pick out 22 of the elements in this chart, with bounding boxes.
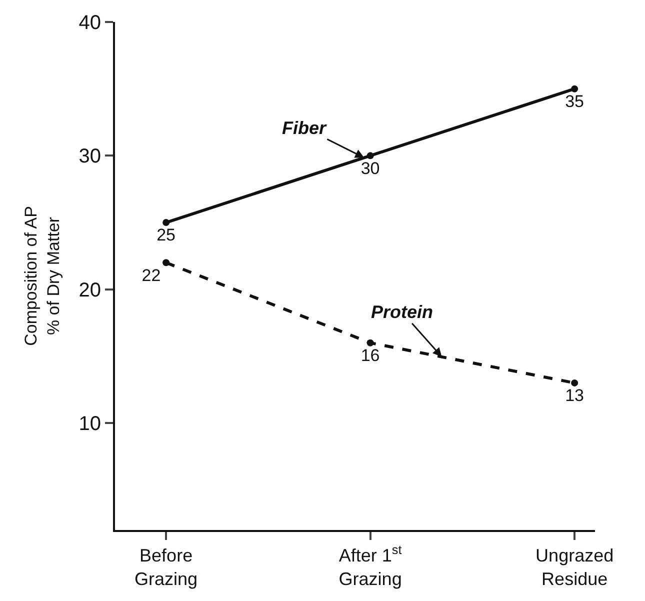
data-label: 16: [360, 346, 380, 365]
data-label: 35: [565, 92, 584, 111]
series-label: Protein: [371, 302, 434, 322]
y-tick-label: 30: [78, 146, 101, 168]
y-tick-label: 20: [78, 279, 101, 302]
point: [571, 379, 578, 386]
y-axis-title: Composition of AP % of Dry Matter: [22, 206, 63, 346]
x-tick-label: After 1$^{st}$ Grazing: [338, 543, 402, 589]
series-label: Fiber: [282, 118, 327, 138]
point: [366, 339, 374, 346]
y-tick-label: 40: [78, 12, 101, 34]
data-label: 22: [142, 266, 161, 285]
data-label: 13: [565, 386, 584, 406]
point: [571, 85, 578, 92]
point: [162, 259, 170, 266]
point: [162, 219, 170, 226]
data-label: 30: [360, 158, 380, 178]
data-label: 25: [156, 226, 176, 245]
x-tick-label: Ungrazed Residue: [536, 546, 614, 589]
x-tick-label: Before Grazing: [134, 546, 198, 589]
y-tick-label: 10: [78, 413, 101, 436]
point: [366, 152, 374, 160]
